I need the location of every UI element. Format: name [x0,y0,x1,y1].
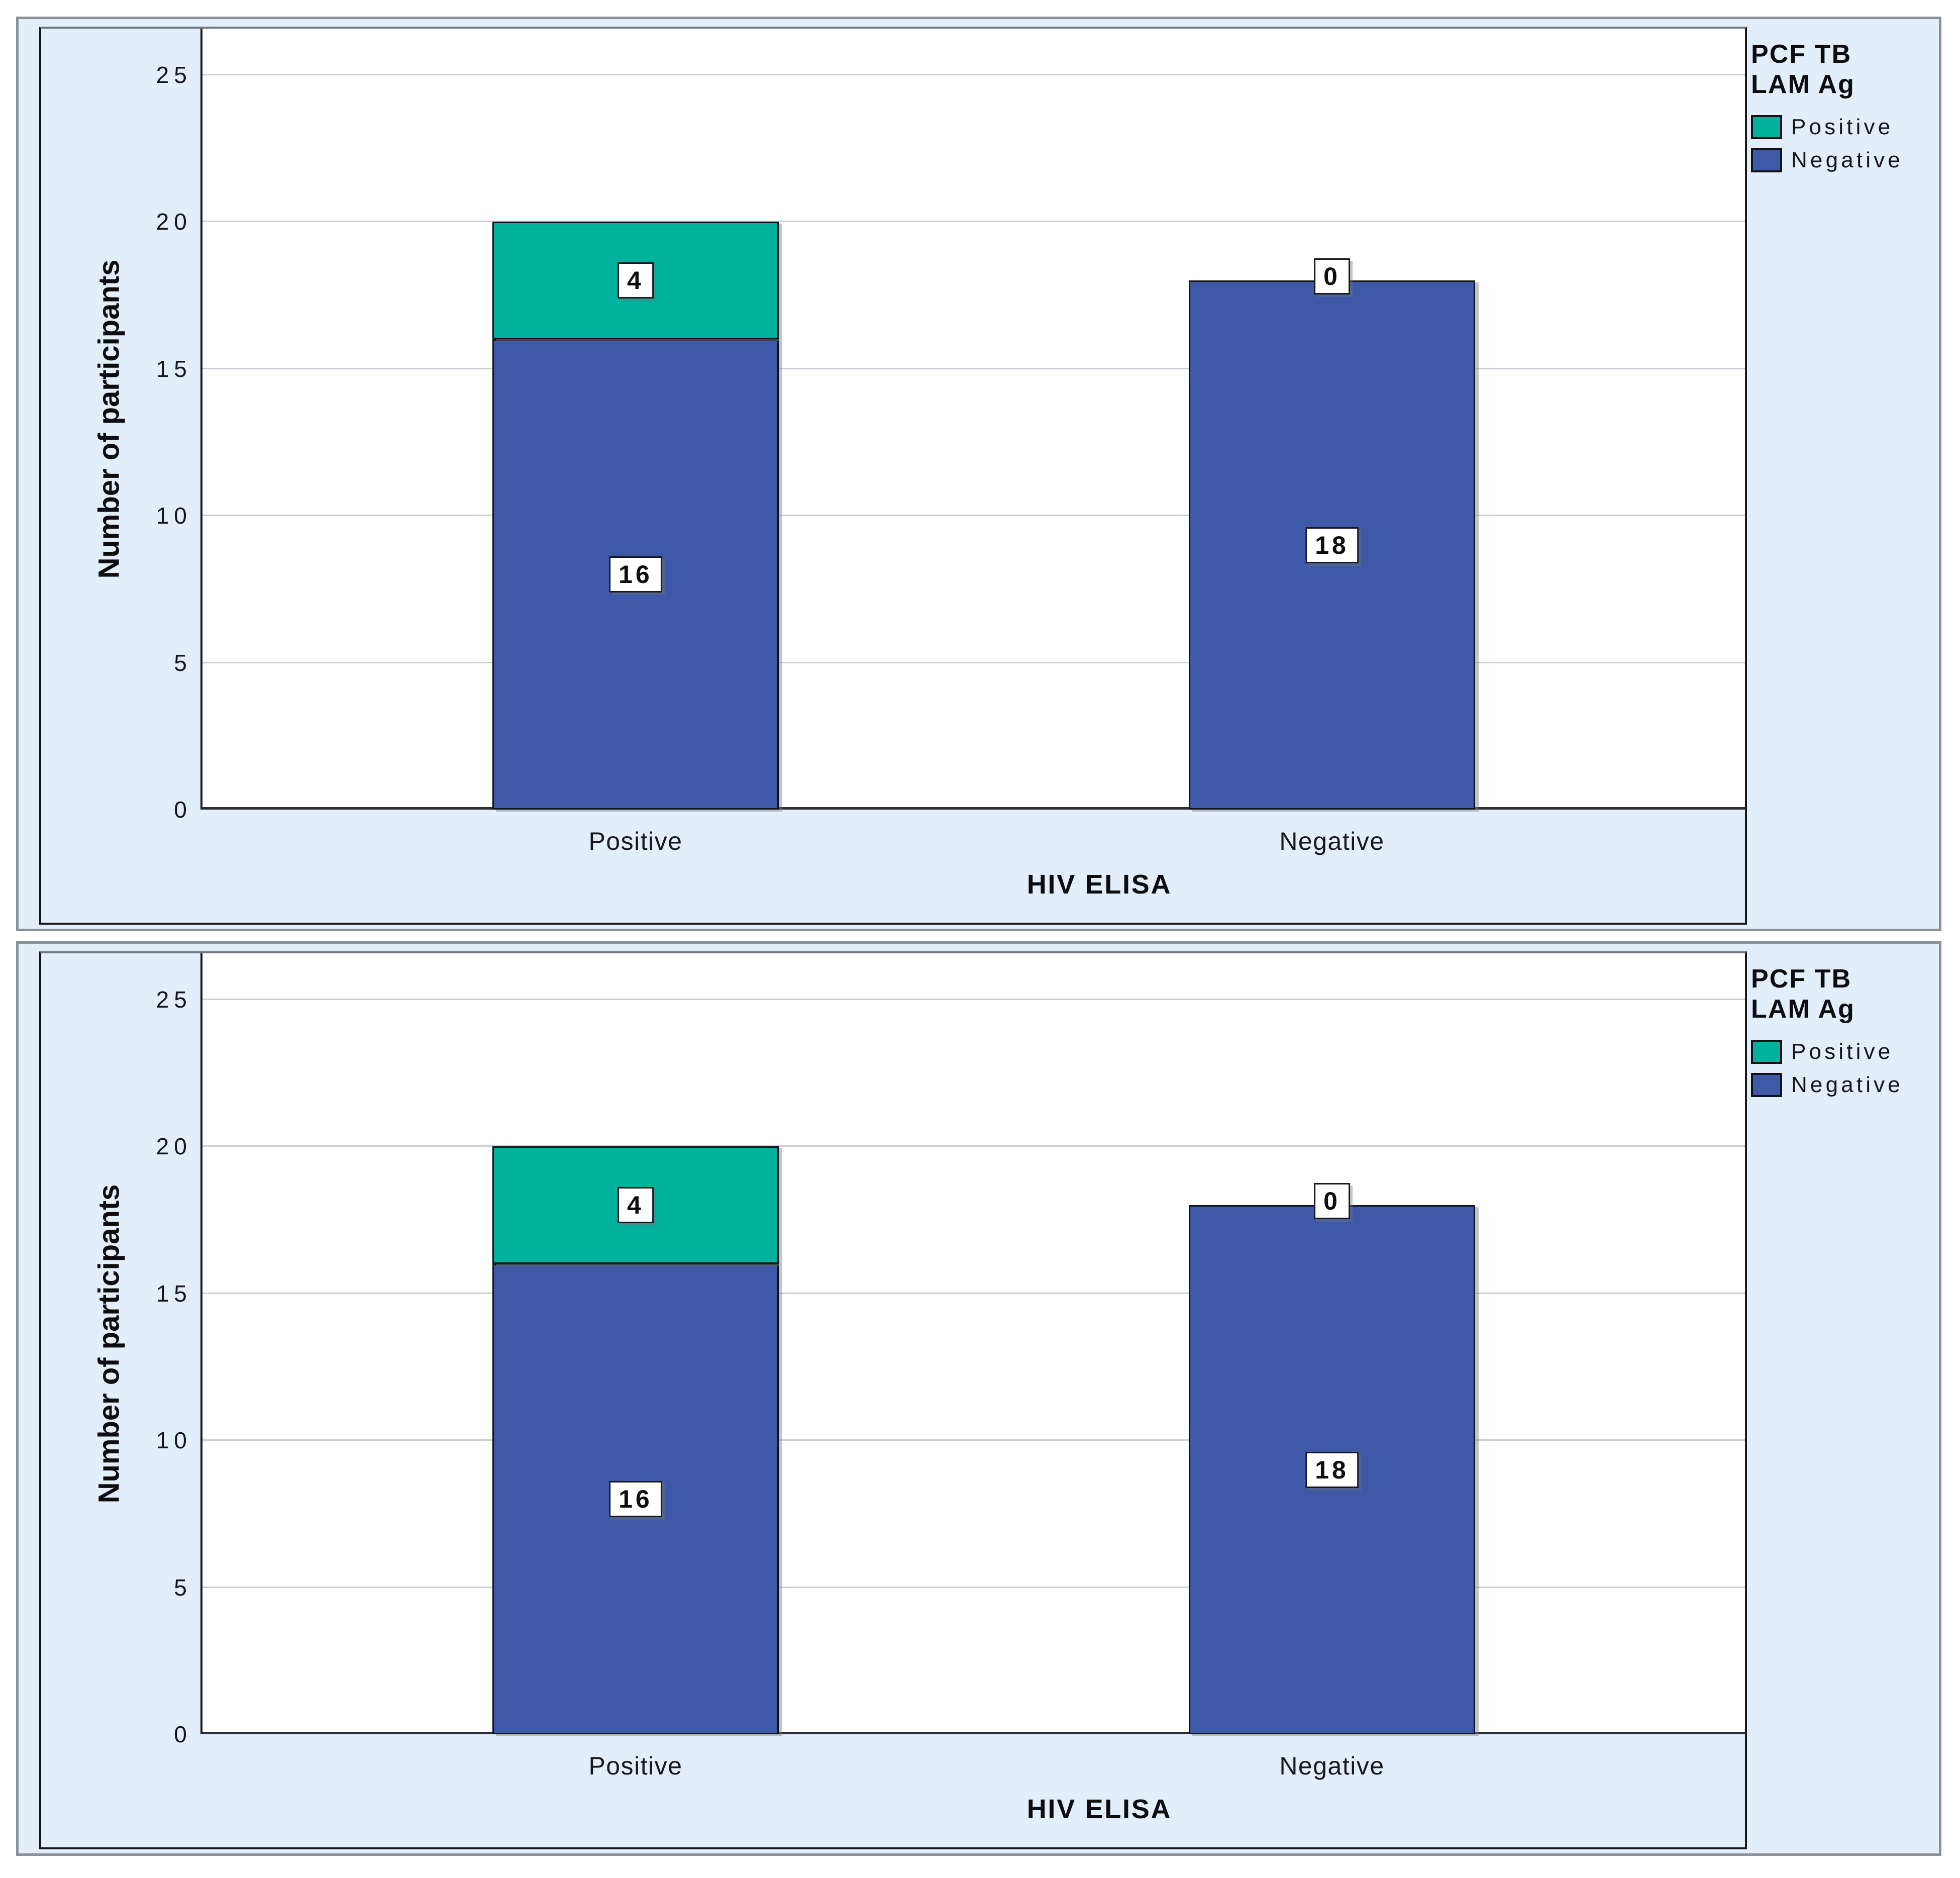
bar-value-label: 16 [609,556,662,593]
y-axis-tick-label: 10 [156,1427,192,1454]
chart-frame: 16 4 18 0 Number of participants HIV ELISA … [39,27,1747,925]
legend-entry-negative: Negative [1751,1071,1942,1099]
legend-entry-label: Negative [1791,1072,1903,1097]
legend-entry-positive: Positive [1751,114,1942,141]
y-axis-tick-label: 0 [174,1721,192,1747]
x-category-label: Negative [1279,827,1385,855]
y-axis-tick-label: 15 [156,1280,192,1307]
bar-value-label: 0 [1314,1183,1350,1220]
y-axis-tick-label: 20 [156,1133,192,1160]
legend-title-line: PCF TB [1751,40,1852,69]
x-category-label: Negative [1279,1752,1385,1780]
y-axis-tick-label: 20 [156,209,192,235]
legend-title: PCF TB LAM Ag [1751,964,1942,1024]
legend-entry-label: Negative [1791,148,1903,172]
y-axis-tick-label: 25 [156,62,192,88]
gridline-20 [202,1145,1745,1147]
x-axis-title: HIV ELISA [1026,869,1172,900]
plot-area: 16 4 18 0 [200,29,1745,810]
y-axis-title: Number of participants [92,1184,126,1504]
chart-panel: 16 4 18 0 Number of participants HIV ELISA … [16,17,1941,931]
legend-entries: Positive Negative [1751,1038,1942,1099]
y-axis-tick-label: 5 [174,1574,192,1601]
bar-value-label: 18 [1305,527,1359,563]
gridline-5 [202,1586,1745,1588]
gridline-5 [202,661,1745,663]
gridline-15 [202,1292,1745,1294]
legend-entries: Positive Negative [1751,114,1942,174]
legend: PCF TB LAM Ag Positive Negative [1751,39,1942,180]
x-category-label: Positive [588,827,683,855]
legend-title-line: LAM Ag [1751,995,1855,1024]
gridline-25 [202,74,1745,75]
y-axis-title: Number of participants [92,259,126,579]
legend-entry-label: Positive [1791,115,1894,139]
legend-entry-positive: Positive [1751,1038,1942,1065]
y-axis-tick-label: 0 [174,797,192,823]
gridline-15 [202,367,1745,369]
legend-title-line: LAM Ag [1751,70,1855,99]
gridline-25 [202,999,1745,1000]
chart-frame: 16 4 18 0 Number of participants HIV ELISA … [39,951,1747,1849]
bar-value-label: 4 [617,1187,654,1224]
y-axis-tick-label: 15 [156,355,192,382]
chart-panel: 16 4 18 0 Number of participants HIV ELISA … [16,941,1941,1856]
y-axis-tick-label: 10 [156,503,192,529]
legend-entry-negative: Negative [1751,147,1942,174]
legend-swatch-positive [1751,115,1782,139]
x-axis-title: HIV ELISA [1026,1794,1172,1824]
legend-title-line: PCF TB [1751,964,1852,994]
y-axis-tick-label: 5 [174,649,192,676]
legend-swatch-negative [1751,148,1782,172]
bar-value-label: 4 [617,262,654,299]
y-axis-tick-label: 25 [156,986,192,1013]
legend-entry-label: Positive [1791,1039,1894,1064]
plot-area: 16 4 18 0 [200,953,1745,1734]
gridline-10 [202,515,1745,517]
bar-value-label: 0 [1314,258,1350,295]
gridline-20 [202,221,1745,223]
bar-value-label: 16 [609,1481,662,1518]
bar-value-label: 18 [1305,1451,1359,1488]
legend: PCF TB LAM Ag Positive Negative [1751,964,1942,1105]
legend-title: PCF TB LAM Ag [1751,39,1942,100]
legend-swatch-negative [1751,1073,1782,1097]
x-category-label: Positive [588,1752,683,1780]
legend-swatch-positive [1751,1040,1782,1064]
gridline-10 [202,1439,1745,1441]
